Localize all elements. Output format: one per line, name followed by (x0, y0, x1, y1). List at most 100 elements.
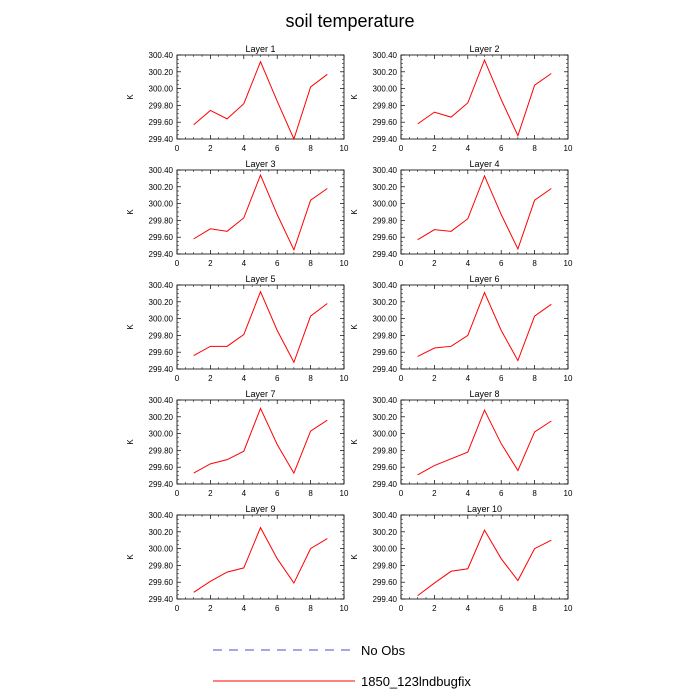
y-tick-label: 300.20 (149, 68, 174, 77)
x-tick-label: 4 (242, 374, 247, 383)
x-tick-label: 8 (532, 144, 537, 153)
y-tick-label: 300.00 (149, 200, 174, 209)
series-line (417, 529, 552, 597)
y-axis-label: K (350, 94, 359, 100)
x-tick-label: 0 (399, 259, 404, 268)
x-tick-label: 2 (208, 374, 213, 383)
x-tick-label: 0 (399, 374, 404, 383)
y-tick-label: 300.20 (149, 298, 174, 307)
y-tick-label: 299.80 (149, 331, 174, 340)
y-axis-label: K (350, 324, 359, 330)
y-tick-label: 300.40 (373, 166, 398, 175)
x-tick-label: 2 (208, 604, 213, 613)
series-line (193, 526, 328, 593)
x-tick-label: 6 (275, 604, 280, 613)
x-tick-label: 0 (175, 489, 180, 498)
x-tick-label: 2 (432, 374, 437, 383)
y-tick-label: 299.40 (373, 135, 398, 144)
panel-title: Layer 5 (245, 274, 275, 284)
y-tick-label: 300.20 (373, 528, 398, 537)
x-tick-label: 8 (532, 374, 537, 383)
y-tick-label: 299.80 (149, 446, 174, 455)
y-tick-label: 300.40 (149, 396, 174, 405)
x-tick-label: 4 (466, 604, 471, 613)
x-tick-label: 8 (308, 489, 313, 498)
y-tick-label: 299.60 (149, 578, 174, 587)
panel-title: Layer 1 (245, 44, 275, 54)
x-tick-label: 10 (340, 144, 349, 153)
y-tick-label: 300.40 (373, 511, 398, 520)
x-tick-label: 6 (275, 144, 280, 153)
x-tick-label: 2 (432, 604, 437, 613)
x-tick-label: 2 (432, 259, 437, 268)
y-tick-label: 299.40 (149, 595, 174, 604)
y-tick-label: 300.40 (373, 281, 398, 290)
x-tick-label: 8 (308, 144, 313, 153)
x-tick-label: 6 (275, 489, 280, 498)
plot-frame (176, 169, 345, 255)
y-tick-label: 300.40 (149, 281, 174, 290)
panel-layer-3: Layer 3 0 2 4 6 8 10 299.40 299.60 299.80 300.00 30… (126, 159, 349, 268)
x-tick-label: 4 (242, 144, 247, 153)
y-tick-label: 300.00 (149, 315, 174, 324)
x-tick-label: 10 (340, 374, 349, 383)
y-tick-label: 299.60 (373, 233, 398, 242)
y-tick-label: 299.40 (373, 250, 398, 259)
x-tick-label: 4 (242, 489, 247, 498)
panel-title: Layer 10 (467, 504, 502, 514)
y-tick-label: 299.40 (149, 250, 174, 259)
plot-frame (400, 169, 569, 255)
panel-title: Layer 6 (469, 274, 499, 284)
y-tick-label: 300.40 (373, 51, 398, 60)
x-tick-label: 4 (466, 374, 471, 383)
y-tick-label: 299.80 (149, 561, 174, 570)
x-tick-label: 6 (499, 604, 504, 613)
series-line (417, 174, 552, 251)
y-tick-label: 299.60 (373, 118, 398, 127)
panel-layer-4: Layer 4 0 2 4 6 8 10 299.40 299.60 299.80 300.00 30… (350, 159, 573, 268)
y-tick-label: 299.40 (373, 365, 398, 374)
x-tick-label: 8 (532, 259, 537, 268)
y-tick-label: 299.60 (373, 578, 398, 587)
legend-run-label: 1850_123lndbugfix (361, 674, 471, 689)
y-tick-label: 299.80 (373, 101, 398, 110)
y-tick-label: 300.40 (149, 166, 174, 175)
y-tick-label: 299.60 (149, 463, 174, 472)
x-tick-label: 10 (564, 144, 573, 153)
panel-layer-8: Layer 8 0 2 4 6 8 10 299.40 299.60 299.80 300.00 30… (350, 389, 573, 498)
panel-layer-2: Layer 2 0 2 4 6 8 10 299.40 299.60 299.80 300.00 30… (350, 44, 573, 153)
y-tick-label: 300.20 (373, 298, 398, 307)
y-tick-label: 299.40 (149, 135, 174, 144)
y-tick-label: 299.40 (149, 480, 174, 489)
series-line (417, 58, 552, 137)
x-tick-label: 10 (340, 259, 349, 268)
y-tick-label: 299.40 (373, 480, 398, 489)
panel-title: Layer 3 (245, 159, 275, 169)
x-tick-label: 6 (499, 489, 504, 498)
plot-frame (176, 284, 345, 370)
plot-frame (400, 514, 569, 600)
x-tick-label: 6 (499, 259, 504, 268)
panel-layer-7: Layer 7 0 2 4 6 8 10 299.40 299.60 299.80 300.00 30… (126, 389, 349, 498)
x-tick-label: 2 (432, 489, 437, 498)
x-tick-label: 4 (242, 259, 247, 268)
x-tick-label: 10 (564, 604, 573, 613)
y-axis-label: K (350, 439, 359, 445)
x-tick-label: 8 (532, 489, 537, 498)
y-tick-label: 300.00 (373, 545, 398, 554)
panel-title: Layer 2 (469, 44, 499, 54)
x-tick-label: 6 (275, 374, 280, 383)
panel-title: Layer 7 (245, 389, 275, 399)
x-tick-label: 0 (175, 604, 180, 613)
y-tick-label: 300.00 (149, 85, 174, 94)
series-line (417, 291, 552, 362)
y-tick-label: 299.60 (373, 348, 398, 357)
y-axis-label: K (126, 554, 135, 560)
x-tick-label: 8 (532, 604, 537, 613)
y-tick-label: 299.60 (149, 233, 174, 242)
y-tick-label: 300.40 (373, 396, 398, 405)
panel-layer-5: Layer 5 0 2 4 6 8 10 299.40 299.60 299.80 300.00 30… (126, 274, 349, 383)
y-tick-label: 299.60 (373, 463, 398, 472)
y-tick-label: 300.00 (373, 85, 398, 94)
